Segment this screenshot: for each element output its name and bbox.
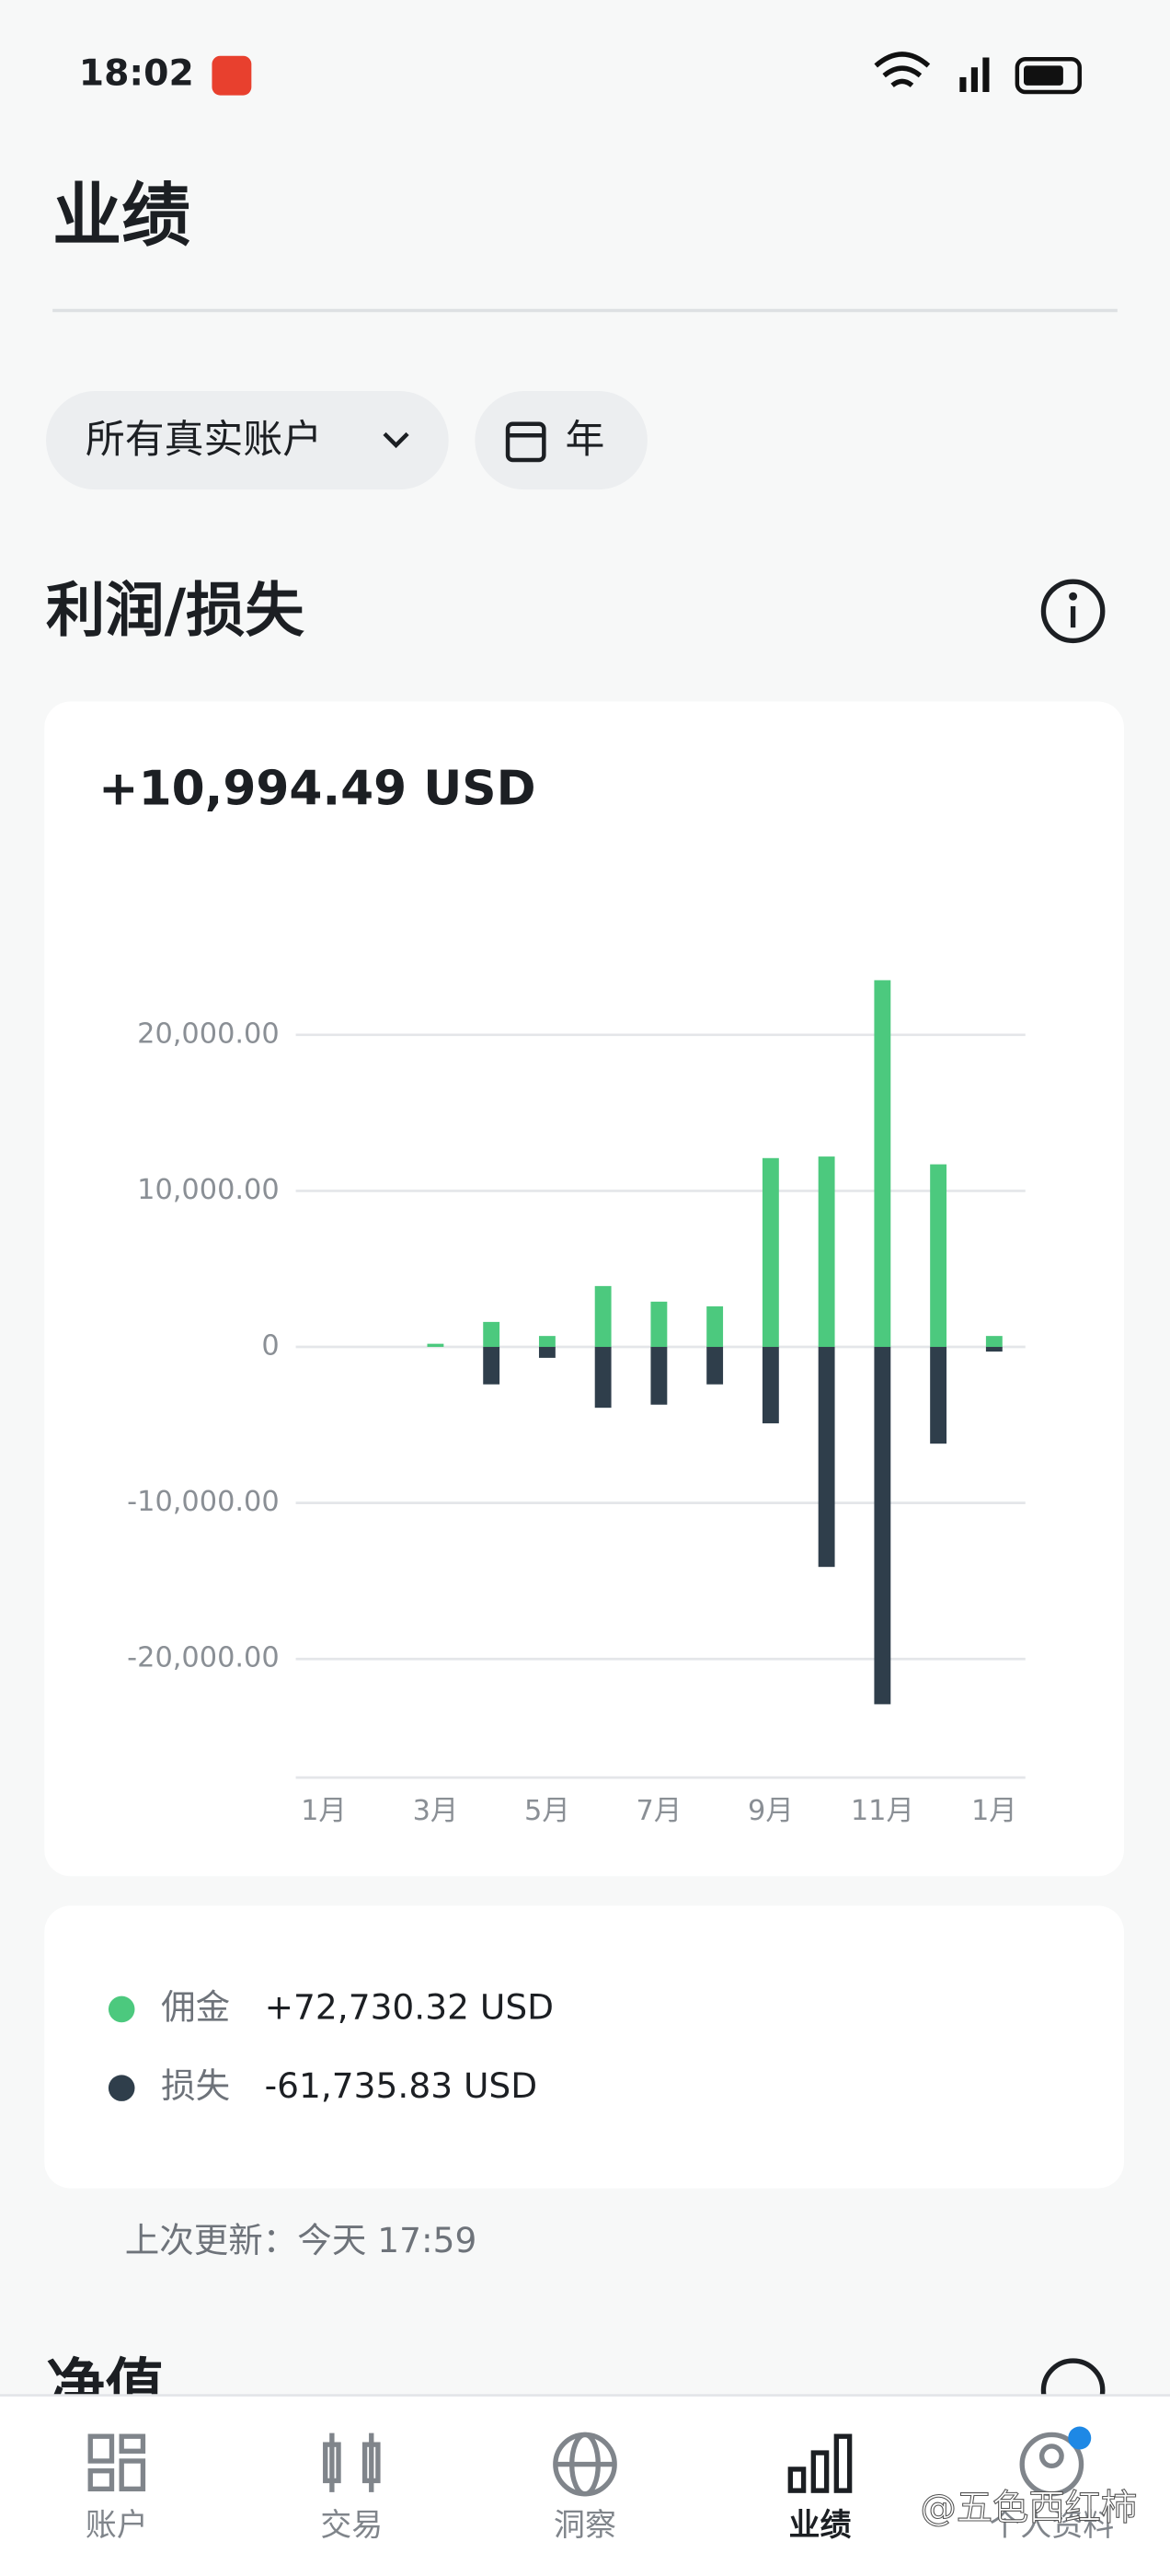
y-tick-label: -10,000.00 [127, 1486, 280, 1518]
nav-icons [87, 2432, 1084, 2497]
y-tick-label: 20,000.00 [137, 1018, 280, 1050]
app-icon [212, 55, 252, 96]
nav-labels: 账户 交易 洞察 业绩 个人资料 [86, 2508, 1114, 2544]
period-label: 年 [566, 417, 605, 463]
nav-label[interactable]: 个人资料 [990, 2508, 1115, 2544]
legend-dot [108, 2075, 135, 2101]
update-time: 上次更新：今天 17:59 [125, 2220, 477, 2260]
legend: 佣金 +72,730.32 USD 损失 -61,735.83 USD [108, 1986, 554, 2106]
bar [483, 1347, 500, 1385]
bar [874, 980, 891, 1348]
x-tick-label: 1月 [971, 1795, 1017, 1827]
nav-label[interactable]: 洞察 [554, 2508, 616, 2544]
chart-total: +10,994.49 USD [98, 762, 535, 817]
bar [818, 1347, 835, 1568]
x-tick-label: 9月 [748, 1795, 794, 1827]
bar [650, 1347, 668, 1405]
bar [594, 1347, 612, 1409]
legend-total: +72,730.32 USD [265, 1986, 554, 2027]
bar [762, 1157, 779, 1348]
bar [818, 1156, 835, 1348]
bar [985, 1347, 1003, 1352]
plot: -20,000.00 -10,000.00 0 10,000.00 20,000.00 1… [127, 980, 1026, 1827]
legend-total: -61,735.83 USD [265, 2065, 538, 2106]
legend-name: 佣金 [161, 1986, 230, 2027]
period-filter[interactable]: 年 [475, 391, 648, 490]
nav-label[interactable]: 业绩 [789, 2508, 852, 2544]
bar [706, 1305, 724, 1348]
y-tick-label: -20,000.00 [127, 1642, 280, 1674]
nav-bar [0, 2395, 1170, 2576]
notification-dot [1068, 2426, 1092, 2450]
bar [594, 1285, 612, 1348]
x-tick-label: 11月 [851, 1795, 914, 1827]
watermark: @五色西红柿 [920, 2488, 1137, 2529]
x-tick-label: 3月 [413, 1795, 459, 1827]
info-button[interactable] [1040, 579, 1106, 644]
legend-card [44, 1905, 1124, 2189]
bar [762, 1347, 779, 1424]
bar [930, 1347, 947, 1444]
bar [538, 1347, 556, 1358]
bar [650, 1301, 668, 1348]
legend-dot [108, 1995, 135, 2023]
bar [930, 1164, 947, 1348]
bar [985, 1336, 1003, 1348]
status-icons [874, 52, 1082, 95]
section-title: 利润/损失 [46, 576, 304, 645]
y-tick-label: 0 [261, 1330, 279, 1363]
page-title: 业绩 [52, 175, 190, 256]
x-tick-label: 5月 [524, 1795, 570, 1827]
bar [538, 1336, 556, 1348]
bar [706, 1347, 724, 1385]
bar [483, 1321, 500, 1348]
account-filter[interactable]: 所有真实账户 [46, 391, 449, 490]
account-label: 所有真实账户 [86, 417, 322, 463]
chart-card [44, 701, 1124, 1877]
x-tick-label: 1月 [301, 1795, 347, 1827]
y-tick-label: 10,000.00 [137, 1174, 280, 1206]
bar [874, 1347, 891, 1705]
x-tick-label: 7月 [637, 1795, 682, 1827]
bar [427, 1343, 444, 1348]
nav-label[interactable]: 账户 [86, 2508, 148, 2544]
legend-name: 损失 [161, 2065, 230, 2106]
nav-label[interactable]: 交易 [320, 2508, 383, 2544]
clock: 18:02 [79, 53, 194, 95]
